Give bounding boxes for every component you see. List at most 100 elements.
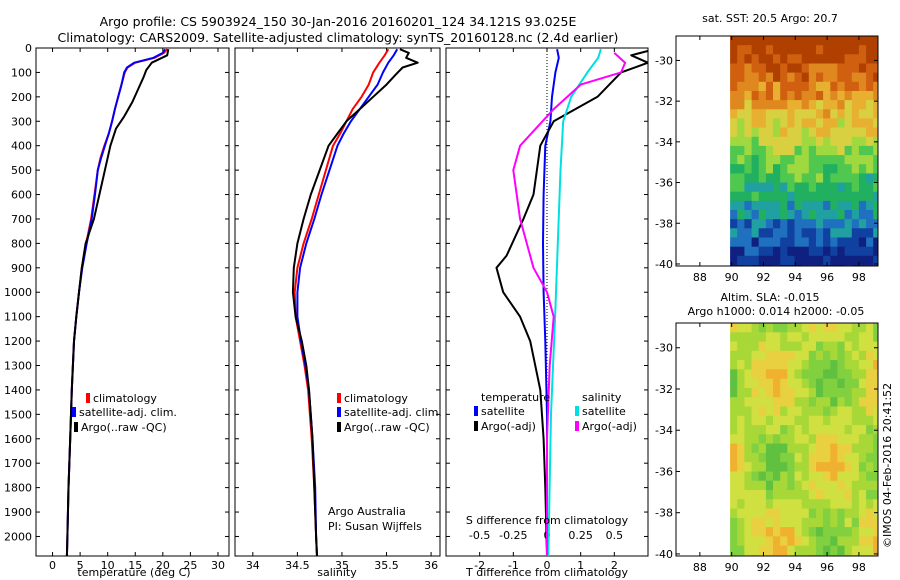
heatmap-cell xyxy=(794,72,803,83)
heatmap-cell xyxy=(858,406,867,417)
heatmap-cell xyxy=(751,118,760,129)
heatmap-cell xyxy=(830,72,839,83)
heatmap-cell xyxy=(780,118,788,129)
heatmap-cell xyxy=(837,210,846,220)
heatmap-cell xyxy=(816,490,824,500)
sla-map-ticks: 88 90 92 94 96 98 -30 -32 -34 -36 -38 -40 xyxy=(655,323,878,574)
heatmap-cell xyxy=(787,434,796,445)
heatmap-cell xyxy=(844,341,853,352)
heatmap-cell xyxy=(858,63,867,74)
heatmap-cell xyxy=(737,72,745,83)
heatmap-cell xyxy=(866,388,874,398)
map-x-tick-label: 96 xyxy=(820,561,834,574)
heatmap-cell xyxy=(773,536,781,547)
heatmap-cell xyxy=(808,508,817,519)
sst-map-frame xyxy=(675,35,879,267)
heatmap-cell xyxy=(873,369,878,380)
heatmap-cell xyxy=(794,378,803,389)
heatmap-cell xyxy=(801,443,810,454)
heatmap-cell xyxy=(801,490,810,500)
depth-tick-label: 400 xyxy=(11,140,32,153)
heatmap-cell xyxy=(823,109,831,120)
heatmap-cell xyxy=(787,210,796,220)
heatmap-cell xyxy=(823,136,831,147)
heatmap-cell xyxy=(837,54,846,65)
heatmap-cell xyxy=(844,246,853,257)
heatmap-cell xyxy=(851,490,860,500)
series-line-s-argo-adj- xyxy=(512,52,627,556)
heatmap-cell xyxy=(737,480,745,491)
legend-label-argo: Argo(..raw -QC) xyxy=(81,421,167,434)
heatmap-cell xyxy=(787,406,796,417)
heatmap-cell xyxy=(801,452,810,463)
heatmap-cell xyxy=(830,490,839,500)
heatmap-cell xyxy=(780,63,788,74)
heatmap-cell xyxy=(851,100,860,110)
legend-swatch-t-satellite xyxy=(474,406,478,416)
heatmap-cell xyxy=(801,210,810,220)
heatmap-cell xyxy=(866,100,874,110)
heatmap-cell xyxy=(844,369,853,380)
heatmap-cell xyxy=(844,164,853,174)
heatmap-cell xyxy=(787,360,796,370)
map-x-tick-label: 90 xyxy=(725,271,739,284)
heatmap-cell xyxy=(751,246,760,257)
heatmap-cell xyxy=(801,182,810,193)
heatmap-cell xyxy=(837,72,846,83)
heatmap-cell xyxy=(844,72,853,83)
heatmap-cell xyxy=(773,191,781,202)
heatmap-cell xyxy=(866,350,874,361)
heatmap-cell xyxy=(837,63,846,74)
heatmap-cell xyxy=(794,191,803,202)
heatmap-cell xyxy=(830,471,839,482)
heatmap-cell xyxy=(730,378,738,389)
heatmap-cell xyxy=(787,462,796,473)
heatmap-cell xyxy=(801,237,810,248)
heatmap-cell xyxy=(808,145,817,156)
heatmap-cell xyxy=(765,415,774,426)
figure-title-line-1: Argo profile: CS 5903924_150 30-Jan-2016… xyxy=(100,14,577,29)
heatmap-cell xyxy=(787,499,796,510)
heatmap-cell xyxy=(780,54,788,65)
heatmap-cell xyxy=(773,517,781,528)
heatmap-cell xyxy=(787,100,796,110)
heatmap-cell xyxy=(837,323,846,333)
heatmap-cell xyxy=(744,173,753,184)
heatmap-cell xyxy=(816,45,824,55)
s-tick-label: 0.25 xyxy=(568,529,593,542)
heatmap-cell xyxy=(837,237,846,248)
heatmap-cell xyxy=(773,397,781,408)
heatmap-cell xyxy=(851,378,860,389)
heatmap-cell xyxy=(830,443,839,454)
heatmap-cell xyxy=(744,191,753,202)
heatmap-cell xyxy=(801,350,810,361)
heatmap-cell xyxy=(844,425,853,435)
heatmap-cell xyxy=(730,237,738,248)
heatmap-cell xyxy=(808,490,817,500)
heatmap-cell xyxy=(787,255,796,266)
heatmap-cell xyxy=(730,490,738,500)
heatmap-cell xyxy=(758,118,767,129)
heatmap-cell xyxy=(751,100,760,110)
heatmap-cell xyxy=(794,228,803,239)
heatmap-cell xyxy=(787,246,796,257)
heatmap-cell xyxy=(873,72,878,83)
heatmap-cell xyxy=(873,36,878,46)
heatmap-cell xyxy=(773,127,781,138)
heatmap-cell xyxy=(851,471,860,482)
heatmap-cell xyxy=(808,72,817,83)
heatmap-cell xyxy=(830,182,839,193)
heatmap-cell xyxy=(737,210,745,220)
heatmap-cell xyxy=(851,136,860,147)
heatmap-cell xyxy=(830,323,839,333)
heatmap-cell xyxy=(794,350,803,361)
salinity-panel: 34 34.5 35 35.5 36 salinity climatology sate… xyxy=(234,47,442,579)
heatmap-cell xyxy=(780,434,788,445)
heatmap-cell xyxy=(844,136,853,147)
heatmap-cell xyxy=(830,63,839,74)
heatmap-cell xyxy=(773,182,781,193)
heatmap-cell xyxy=(773,72,781,83)
heatmap-cell xyxy=(787,200,796,211)
heatmap-cell xyxy=(816,323,824,333)
heatmap-cell xyxy=(851,118,860,129)
